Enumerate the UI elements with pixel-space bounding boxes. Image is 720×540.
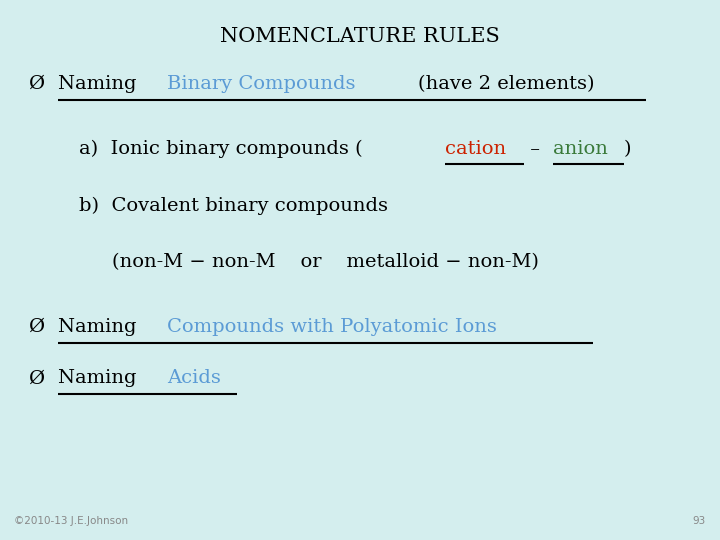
Text: Binary Compounds: Binary Compounds: [167, 75, 361, 93]
Text: NOMENCLATURE RULES: NOMENCLATURE RULES: [220, 27, 500, 46]
Text: (have 2 elements): (have 2 elements): [418, 75, 595, 93]
Text: Naming: Naming: [58, 75, 143, 93]
Text: b)  Covalent binary compounds: b) Covalent binary compounds: [79, 197, 388, 214]
Text: ©2010-13 J.E.Johnson: ©2010-13 J.E.Johnson: [14, 516, 129, 526]
Text: Ø: Ø: [29, 75, 51, 93]
Text: cation: cation: [446, 140, 506, 158]
Text: Naming: Naming: [58, 369, 143, 387]
Text: a)  Ionic binary compounds (: a) Ionic binary compounds (: [79, 140, 363, 158]
Text: –: –: [524, 140, 546, 158]
Text: anion: anion: [553, 140, 608, 158]
Text: Acids: Acids: [167, 369, 221, 387]
Text: Compounds with Polyatomic Ions: Compounds with Polyatomic Ions: [167, 318, 497, 336]
Text: (non-M − non-M    or    metalloid − non-M): (non-M − non-M or metalloid − non-M): [112, 253, 539, 271]
Text: Ø: Ø: [29, 369, 51, 387]
Text: Naming: Naming: [58, 318, 143, 336]
Text: ): ): [624, 140, 631, 158]
Text: Ø: Ø: [29, 318, 51, 336]
Text: 93: 93: [693, 516, 706, 526]
